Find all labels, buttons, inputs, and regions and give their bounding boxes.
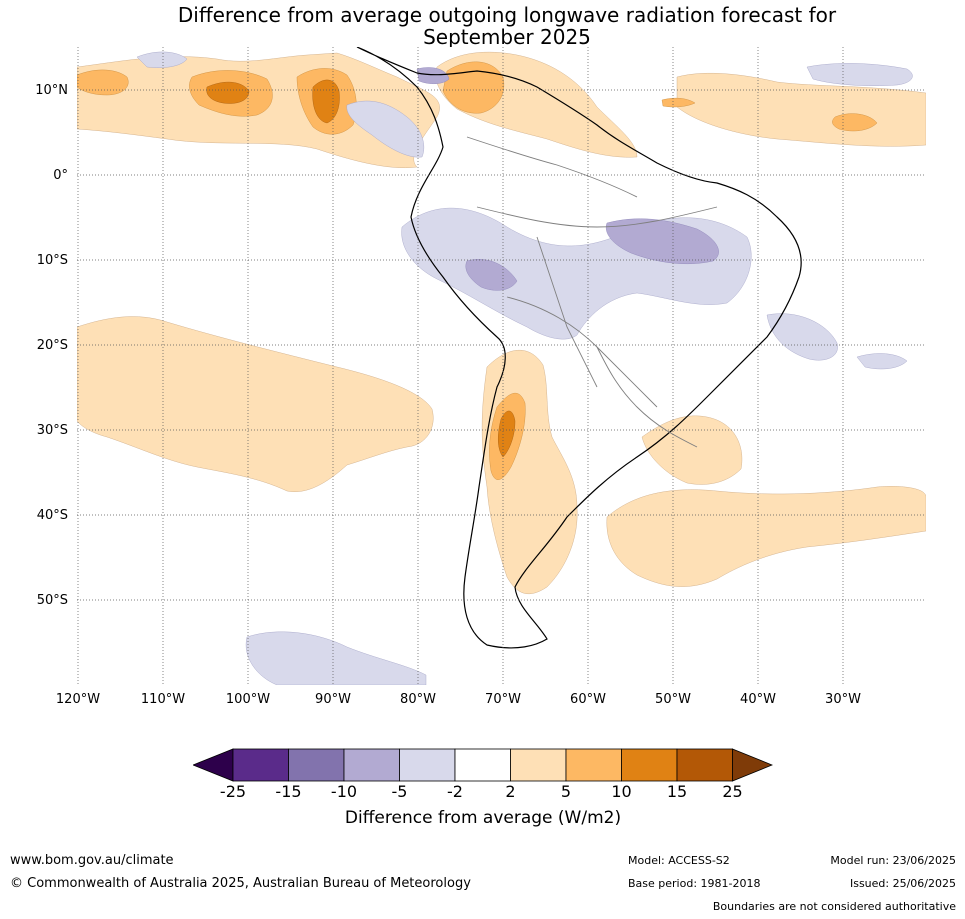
- footer-base-period: Base period: 1981-2018: [628, 877, 761, 890]
- colorbar-tick-neg25: -25: [219, 782, 247, 801]
- footer-disclaimer: Boundaries are not considered authoritat…: [712, 900, 956, 913]
- colorbar-tick-neg15: -15: [275, 782, 302, 801]
- lon-label-60w: 60°W: [570, 692, 606, 707]
- footer-copyright: © Commonwealth of Australia 2025, Austra…: [10, 876, 471, 891]
- colorbar-bin-10-15: [621, 748, 678, 782]
- colorbar-bin-5-10: [565, 748, 622, 782]
- colorbar-tick-neg10: -10: [330, 782, 358, 801]
- footer-model-run: Model run: 23/06/2025: [830, 854, 956, 867]
- lon-label-30w: 30°W: [825, 692, 861, 707]
- colorbar-bin-lt-15: [232, 748, 289, 782]
- chart-title: Difference from average outgoing longwav…: [0, 4, 965, 48]
- lat-label-30s: 30°S: [36, 423, 68, 438]
- anomaly-neg5-neg10: [416, 67, 719, 291]
- footer-website: www.bom.gov.au/climate: [10, 853, 174, 868]
- country-boundaries: [466, 136, 718, 448]
- colorbar-tick-15: 15: [666, 782, 688, 801]
- lon-label-110w: 110°W: [140, 692, 186, 707]
- lon-label-40w: 40°W: [740, 692, 776, 707]
- footer-model: Model: ACCESS-S2: [628, 854, 730, 867]
- lat-label-10n: 10°N: [35, 83, 68, 98]
- continent-outline: [356, 47, 802, 649]
- lat-label-20s: 20°S: [36, 338, 68, 353]
- lon-label-70w: 70°W: [485, 692, 521, 707]
- colorbar-bin-2-2: [454, 748, 511, 782]
- lon-label-80w: 80°W: [400, 692, 436, 707]
- lat-label-50s: 50°S: [36, 593, 68, 608]
- title-line-2: September 2025: [423, 25, 591, 49]
- anomaly-5-10: [77, 61, 878, 480]
- map-area: [77, 47, 926, 685]
- lon-label-120w: 120°W: [55, 692, 101, 707]
- colorbar-tick-5: 5: [560, 782, 572, 801]
- colorbar-tick-neg2: -2: [447, 782, 463, 801]
- colorbar-extend-high: [732, 748, 773, 782]
- lon-label-100w: 100°W: [225, 692, 271, 707]
- anomaly-map: [77, 47, 926, 685]
- colorbar-tick-neg5: -5: [391, 782, 408, 801]
- lon-label-90w: 90°W: [315, 692, 351, 707]
- anomaly-10-15: [206, 79, 516, 458]
- footer-issued: Issued: 25/06/2025: [849, 877, 956, 890]
- colorbar-tick-10: 10: [611, 782, 632, 801]
- lat-label-10s: 10°S: [36, 253, 68, 268]
- colorbar-extend-low: [193, 748, 234, 782]
- colorbar: [193, 748, 773, 782]
- colorbar-bin-5-2: [399, 748, 456, 782]
- colorbar-tick-25: 25: [722, 782, 743, 801]
- lat-label-0: 0°: [53, 168, 68, 183]
- colorbar-label: Difference from average (W/m2): [344, 808, 622, 828]
- title-line-1: Difference from average outgoing longwav…: [177, 3, 837, 27]
- colorbar-bin-10-5: [343, 748, 400, 782]
- gridlines: [77, 47, 926, 685]
- lat-label-40s: 40°S: [36, 508, 68, 523]
- colorbar-bin-15-10: [288, 748, 345, 782]
- lon-label-50w: 50°W: [655, 692, 691, 707]
- colorbar-bin-15-25: [676, 748, 733, 782]
- colorbar-bin-2-5: [510, 748, 567, 782]
- colorbar-tick-2: 2: [505, 782, 516, 801]
